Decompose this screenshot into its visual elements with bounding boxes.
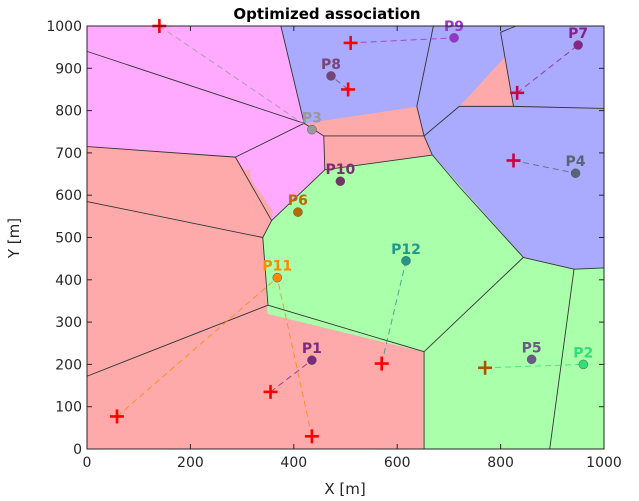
ap-marker-p3 bbox=[307, 124, 317, 135]
user-marker-10 bbox=[109, 409, 124, 424]
association-link-2 bbox=[350, 37, 455, 44]
boundary-18 bbox=[271, 169, 326, 221]
association-link-7 bbox=[485, 363, 584, 369]
association-link-6 bbox=[381, 260, 407, 364]
boundary-10 bbox=[416, 106, 425, 137]
user-marker-2 bbox=[343, 35, 358, 50]
user-marker-8 bbox=[263, 384, 278, 399]
user-marker-4 bbox=[510, 85, 525, 100]
ap-label-p11: P11 bbox=[262, 259, 292, 275]
y-axis-label: Y [m] bbox=[5, 218, 23, 259]
boundary-27 bbox=[458, 186, 524, 258]
ap-label-p6: P6 bbox=[288, 193, 308, 209]
boundary-22 bbox=[86, 304, 269, 377]
boundary-20 bbox=[262, 220, 272, 238]
association-link-9 bbox=[276, 277, 313, 437]
ap-label-p9: P9 bbox=[444, 19, 464, 35]
boundary-19 bbox=[86, 201, 263, 238]
boundary-28 bbox=[523, 256, 575, 270]
y-tick-label: 800 bbox=[55, 104, 82, 120]
boundary-29 bbox=[573, 267, 605, 270]
ap-marker-p12 bbox=[401, 256, 411, 266]
ap-marker-p5 bbox=[526, 354, 537, 365]
y-tick-label: 0 bbox=[73, 442, 82, 458]
y-tick-label: 300 bbox=[55, 315, 82, 331]
association-links-layer bbox=[116, 25, 584, 437]
y-tick-label: 1000 bbox=[46, 19, 82, 35]
ap-label-p5: P5 bbox=[522, 340, 542, 356]
ap-marker-p7 bbox=[573, 40, 583, 50]
boundary-4 bbox=[86, 146, 236, 158]
x-tick-label: 600 bbox=[384, 455, 411, 471]
boundary-2 bbox=[86, 50, 305, 124]
y-tick-label: 500 bbox=[55, 231, 82, 247]
x-tick-label: 400 bbox=[280, 455, 307, 471]
boundary-25 bbox=[423, 257, 524, 353]
ap-marker-p10 bbox=[335, 176, 346, 186]
user-marker-5 bbox=[506, 153, 521, 168]
boundary-21 bbox=[262, 237, 269, 306]
boundary-16 bbox=[423, 135, 433, 156]
region-6 bbox=[273, 165, 326, 215]
x-tick-label: 200 bbox=[177, 455, 204, 471]
y-tick-label: 400 bbox=[55, 273, 82, 289]
y-tick-label: 700 bbox=[55, 146, 82, 162]
ap-label-p3: P3 bbox=[302, 111, 322, 127]
association-link-5 bbox=[513, 160, 576, 174]
boundary-15 bbox=[423, 106, 460, 137]
ap-label-p10: P10 bbox=[325, 162, 355, 178]
ap-label-p8: P8 bbox=[321, 57, 341, 73]
y-tick-label: 600 bbox=[55, 188, 82, 204]
x-tick-label: 0 bbox=[83, 455, 92, 471]
boundary-30 bbox=[549, 269, 575, 450]
user-marker-7 bbox=[478, 360, 493, 375]
boundary-17 bbox=[324, 154, 433, 171]
association-link-3 bbox=[330, 75, 349, 90]
chart-title: Optimized association bbox=[233, 5, 420, 23]
x-tick-label: 800 bbox=[487, 455, 514, 471]
ap-marker-p2 bbox=[578, 359, 589, 370]
association-link-4 bbox=[516, 44, 579, 94]
ap-label-p1: P1 bbox=[302, 341, 322, 357]
boundary-23 bbox=[267, 304, 425, 353]
boundary-26 bbox=[432, 154, 460, 188]
users-layer bbox=[109, 19, 525, 444]
ap-label-p12: P12 bbox=[391, 242, 421, 258]
ap-marker-p11 bbox=[272, 272, 283, 283]
ap-label-p2: P2 bbox=[573, 345, 593, 361]
boundary-11 bbox=[500, 25, 517, 33]
ap-marker-p9 bbox=[449, 33, 459, 43]
association-link-1 bbox=[159, 25, 313, 131]
ap-label-p4: P4 bbox=[566, 154, 586, 170]
ap-label-p7: P7 bbox=[568, 26, 588, 42]
y-ticks-layer: 0 100 200 300 400 500 600 700 800 900 1000 bbox=[46, 19, 604, 458]
boundaries-layer bbox=[86, 25, 605, 450]
boundary-5 bbox=[234, 156, 272, 221]
y-tick-label: 100 bbox=[55, 400, 82, 416]
y-tick-label: 900 bbox=[55, 61, 82, 77]
y-tick-label: 200 bbox=[55, 357, 82, 373]
access-points-layer: P1 P2 P3 P4 P5 P6 P7 P8 P9 P10 P11 P12 bbox=[262, 19, 593, 370]
x-axis-label: X [m] bbox=[324, 480, 365, 498]
association-link-10 bbox=[116, 277, 278, 417]
x-tick-label: 1000 bbox=[586, 455, 622, 471]
x-ticks-layer: 0 200 400 600 800 1000 bbox=[83, 26, 622, 471]
boundary-7 bbox=[323, 135, 326, 170]
user-marker-3 bbox=[341, 82, 356, 97]
ap-marker-p4 bbox=[570, 168, 581, 178]
ap-marker-p1 bbox=[307, 355, 317, 365]
ap-marker-p8 bbox=[326, 71, 336, 81]
boundary-3 bbox=[235, 122, 305, 158]
user-marker-9 bbox=[304, 429, 319, 444]
boundary-13 bbox=[513, 105, 605, 109]
user-marker-6 bbox=[374, 356, 389, 371]
association-link-8 bbox=[270, 359, 313, 393]
ap-marker-p6 bbox=[293, 207, 303, 217]
boundary-1 bbox=[280, 25, 305, 124]
